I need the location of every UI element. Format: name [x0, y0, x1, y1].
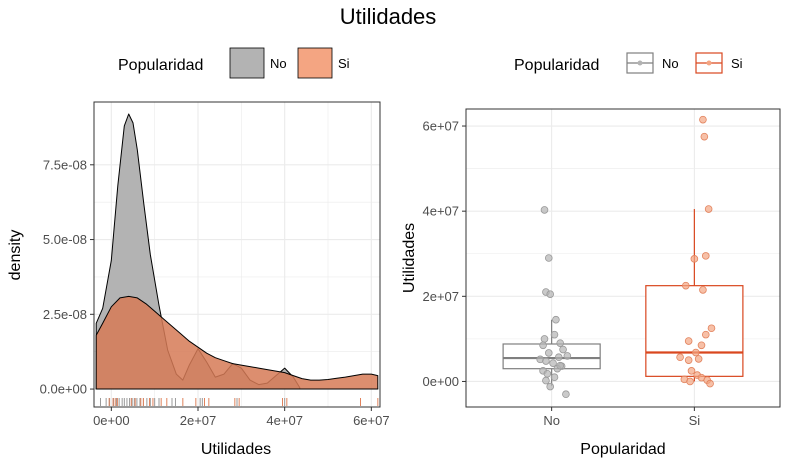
- box-jitter-points: [536, 115, 716, 399]
- box-y-tick-label: 4e+07: [422, 204, 459, 219]
- box-legend-label-si: Si: [731, 56, 743, 71]
- box-legend-key-no: [626, 52, 654, 74]
- jitter-point-no: [539, 341, 547, 350]
- box-panel: 0e+00 2e+07 4e+07 6e+07 No Si Popularidad Ut…: [401, 108, 781, 458]
- jitter-point-si: [681, 281, 690, 290]
- jitter-point-no: [549, 359, 557, 367]
- jitter-point-si: [704, 205, 713, 213]
- box-legend-label-no: No: [662, 56, 679, 71]
- jitter-point-si: [684, 337, 693, 345]
- jitter-point-si: [697, 341, 706, 350]
- box-y-tick-label: 0e+00: [422, 374, 459, 389]
- density-legend-label-si: Si: [338, 56, 350, 71]
- box-y-tick-label: 2e+07: [422, 289, 459, 304]
- density-curves: [95, 113, 379, 390]
- jitter-point-si: [699, 286, 707, 294]
- jitter-point-si: [684, 356, 693, 364]
- box-x-axis: No Si: [543, 407, 700, 428]
- density-x-axis-title: Utilidades: [201, 441, 271, 458]
- density-y-tick-label: 2.5e-08: [43, 307, 87, 322]
- jitter-point-no: [562, 390, 570, 399]
- jitter-point-si: [686, 377, 694, 386]
- jitter-point-no: [544, 349, 553, 357]
- density-legend-key-si: [297, 47, 333, 79]
- density-legend-label-no: No: [270, 56, 287, 71]
- jitter-point-no: [550, 373, 559, 382]
- density-x-tick-label: 4e+07: [266, 413, 303, 428]
- box-x-tick-label: Si: [689, 413, 701, 428]
- density-y-tick-label: 7.5e-08: [43, 157, 87, 172]
- density-panel-border: [93, 101, 381, 408]
- density-y-axis: 0.0e+00 2.5e-08 5.0e-08 7.5e-08: [40, 157, 94, 397]
- density-legend: Popularidad No Si: [118, 47, 350, 79]
- figure-title: Utilidades: [340, 4, 437, 29]
- jitter-point-no: [556, 339, 564, 347]
- box-legend-title: Popularidad: [514, 57, 599, 74]
- density-curve-si: [95, 295, 379, 390]
- jitter-point-si: [676, 353, 684, 361]
- density-y-axis-title: density: [7, 230, 24, 281]
- jitter-point-no: [542, 357, 550, 365]
- jitter-point-no: [540, 335, 549, 343]
- jitter-point-no: [556, 361, 564, 370]
- jitter-point-si: [706, 379, 714, 388]
- jitter-point-no: [543, 369, 552, 378]
- density-y-tick-label: 5.0e-08: [43, 232, 87, 247]
- box-legend-key-si: [695, 52, 723, 74]
- box-x-tick-label: No: [543, 413, 560, 428]
- density-y-tick-label: 0.0e+00: [40, 382, 87, 397]
- density-x-axis: 0e+00 2e+07 4e+07 6e+07: [93, 407, 390, 428]
- jitter-point-si: [701, 330, 710, 339]
- jitter-point-no: [546, 290, 555, 298]
- jitter-point-si: [687, 367, 696, 375]
- box-elements: [502, 209, 744, 386]
- box-legend: Popularidad No Si: [514, 52, 743, 74]
- jitter-point-si: [701, 252, 710, 260]
- jitter-point-si: [707, 324, 716, 333]
- box-si: [645, 209, 744, 382]
- density-legend-title: Popularidad: [118, 57, 203, 74]
- jitter-point-no: [546, 382, 555, 391]
- box-iqr: [645, 285, 744, 377]
- density-legend-key-no: [229, 47, 265, 79]
- jitter-point-no: [550, 330, 559, 339]
- density-panel: 0.0e+00 2.5e-08 5.0e-08 7.5e-08 0e+00 2e+07 4…: [7, 101, 390, 458]
- jitter-point-si: [691, 348, 700, 357]
- jitter-point-si: [690, 255, 699, 263]
- box-y-axis: 0e+00 2e+07 4e+07 6e+07: [422, 119, 466, 389]
- box-x-axis-title: Popularidad: [580, 441, 665, 458]
- jitter-point-no: [544, 254, 553, 262]
- density-rug: [100, 398, 379, 406]
- jitter-point-no: [563, 352, 572, 360]
- box-y-tick-label: 6e+07: [422, 119, 459, 134]
- jitter-point-no: [554, 353, 563, 361]
- jitter-point-si: [700, 132, 709, 141]
- jitter-point-si: [694, 355, 703, 363]
- jitter-point-si: [699, 115, 707, 124]
- density-x-tick-label: 0e+00: [93, 413, 130, 428]
- box-y-axis-title: Utilidades: [401, 223, 418, 293]
- density-x-tick-label: 2e+07: [180, 413, 217, 428]
- jitter-point-no: [559, 345, 567, 354]
- jitter-point-no: [540, 206, 549, 214]
- jitter-point-no: [542, 376, 550, 385]
- density-x-tick-label: 6e+07: [353, 413, 390, 428]
- jitter-point-no: [552, 315, 560, 324]
- box-panel-border: [465, 108, 781, 408]
